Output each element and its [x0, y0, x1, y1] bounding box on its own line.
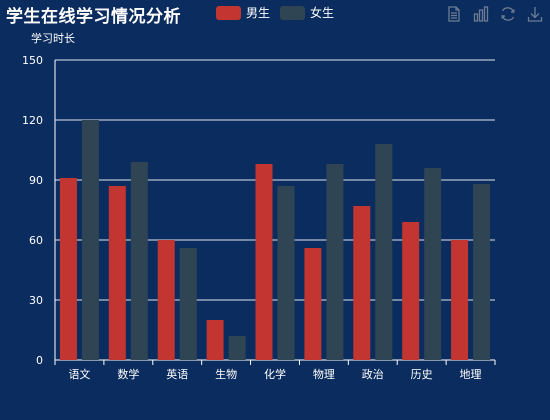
bar-male — [255, 164, 273, 360]
x-tick-label: 数学 — [117, 367, 139, 381]
legend-label-female: 女生 — [310, 6, 335, 20]
bar-female — [179, 248, 197, 360]
toolbox — [445, 5, 544, 23]
bar-female — [130, 162, 148, 360]
x-tick-label: 历史 — [411, 368, 433, 381]
legend: 男生 女生 — [216, 4, 334, 21]
bar-male — [402, 222, 420, 360]
x-tick-label: 政治 — [362, 367, 384, 381]
chart-title: 学生在线学习情况分析 — [6, 7, 181, 27]
bar-male — [59, 178, 77, 360]
bar-male — [353, 206, 371, 360]
bar-female — [81, 120, 99, 360]
bar-female — [375, 144, 393, 360]
y-axis-label: 学习时长 — [31, 31, 75, 45]
bar-male — [206, 320, 224, 360]
x-tick-label: 化学 — [264, 367, 286, 381]
y-tick-label: 90 — [29, 174, 43, 187]
bar-male — [108, 186, 126, 360]
bar-female — [424, 168, 442, 360]
data-view-icon[interactable] — [445, 5, 463, 23]
bar-male — [304, 248, 322, 360]
y-tick-label: 0 — [36, 354, 43, 367]
bar-chart-icon[interactable] — [472, 5, 490, 23]
x-tick-label: 地理 — [460, 368, 482, 381]
bar-male — [451, 240, 469, 360]
legend-swatch-female — [280, 5, 306, 20]
legend-label-male: 男生 — [246, 6, 271, 20]
bar-female — [277, 186, 295, 360]
legend-item-male[interactable]: 男生 — [216, 4, 270, 21]
bar-male — [157, 240, 175, 360]
bar-female — [473, 184, 491, 360]
restore-icon[interactable] — [499, 5, 517, 23]
x-tick-label: 生物 — [215, 367, 237, 381]
legend-swatch-male — [216, 5, 241, 20]
bar-female — [228, 336, 246, 360]
y-tick-label: 150 — [22, 54, 43, 67]
x-tick-label: 英语 — [166, 367, 188, 381]
y-tick-label: 60 — [29, 234, 43, 247]
legend-item-female[interactable]: 女生 — [280, 4, 334, 21]
x-tick-label: 语文 — [68, 367, 90, 381]
bar-female — [326, 164, 344, 360]
y-tick-label: 30 — [29, 294, 43, 307]
download-icon[interactable] — [526, 5, 544, 23]
y-tick-label: 120 — [22, 114, 43, 127]
x-tick-label: 物理 — [313, 367, 335, 381]
